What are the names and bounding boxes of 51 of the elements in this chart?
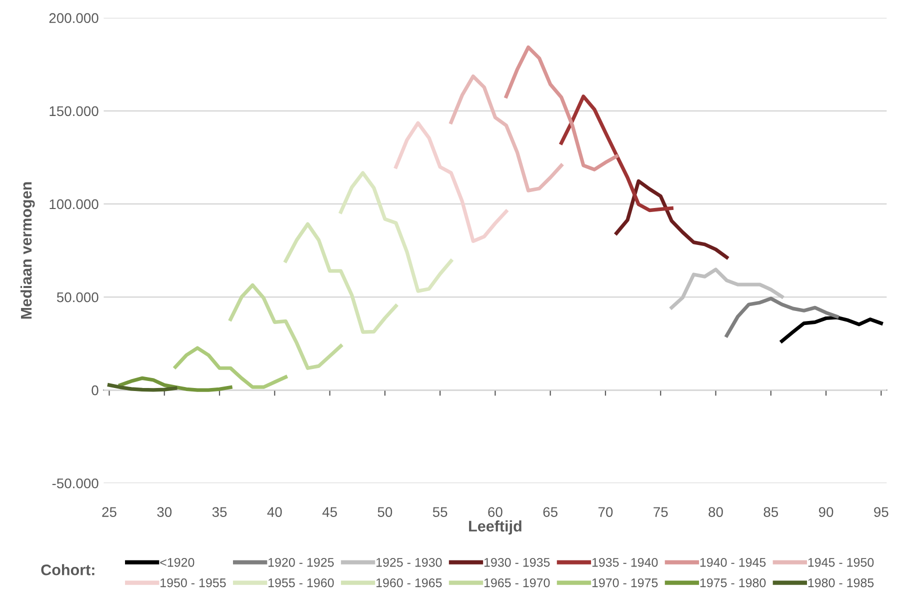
x-tick-label: 75	[654, 507, 668, 517]
legend-label: 1945 - 1950	[808, 558, 874, 567]
legend-label: 1960 - 1965	[376, 578, 442, 588]
line-series	[449, 74, 564, 192]
y-tick-label: 200.000	[49, 13, 98, 24]
x-tick-label: 70	[598, 507, 613, 517]
y-tick-label: -50.000	[52, 478, 98, 488]
line-series	[724, 296, 839, 338]
x-tick-label: 55	[432, 507, 448, 517]
x-tick-label: 90	[818, 507, 834, 517]
x-tick-label: 35	[212, 507, 227, 517]
y-axis-title: Mediaan vermogen	[20, 182, 35, 319]
legend-label: 1930 - 1935	[484, 558, 550, 567]
y-tick-label: 150.000	[50, 106, 98, 116]
x-tick-label: 25	[102, 507, 116, 517]
y-tick-label: 0	[92, 385, 98, 396]
line-series	[504, 45, 618, 172]
x-tick-label: 65	[543, 507, 558, 517]
legend-label: 1970 - 1975	[592, 578, 658, 588]
legend-label: 1980 - 1985	[808, 578, 874, 588]
x-tick-label: 60	[488, 507, 502, 517]
legend-title: Cohort:	[41, 564, 94, 576]
x-tick-label: 85	[764, 507, 778, 517]
legend-label: 1935 - 1940	[592, 558, 658, 567]
line-series	[560, 94, 674, 212]
x-tick-label: 45	[322, 507, 337, 517]
x-tick-label: 50	[378, 507, 392, 517]
y-tick-label: 100.000	[50, 199, 98, 210]
legend-label: 1965 - 1970	[484, 578, 550, 588]
line-series	[174, 346, 288, 389]
line-series	[670, 268, 784, 310]
y-tick-label: 50.000	[56, 292, 98, 302]
x-tick-label: 30	[157, 507, 172, 517]
legend-label: 1950 - 1955	[160, 578, 226, 588]
legend-label: <1920	[160, 558, 194, 567]
line-series	[284, 222, 398, 334]
legend-label: 1925 - 1930	[376, 558, 442, 567]
line-series	[228, 283, 343, 370]
x-tick-label: 80	[708, 507, 723, 517]
line-series	[394, 121, 508, 243]
legend-label: 1955 - 1960	[268, 578, 334, 588]
x-tick-label: 40	[267, 507, 282, 517]
x-tick-label: 95	[874, 507, 888, 517]
line-series	[614, 179, 729, 260]
legend-label: 1920 - 1925	[268, 558, 334, 567]
x-axis-title: Leeftijd	[469, 520, 522, 535]
line-series	[780, 316, 883, 343]
line-series	[339, 171, 453, 293]
line-series	[118, 376, 232, 392]
legend-label: 1940 - 1945	[700, 558, 766, 567]
legend-label: 1975 - 1980	[700, 578, 766, 588]
